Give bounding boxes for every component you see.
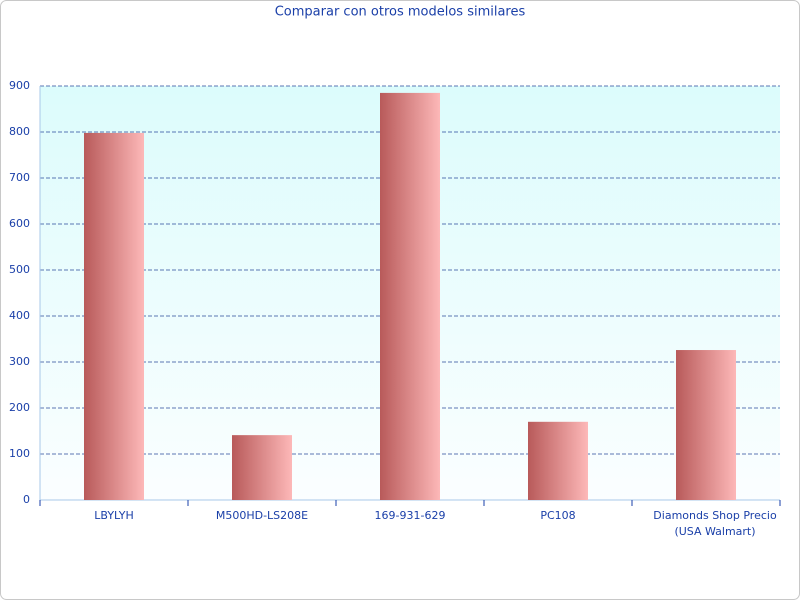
x-tick-label: M500HD-LS208E bbox=[215, 509, 309, 522]
y-tick-label: 400 bbox=[9, 309, 30, 322]
bar bbox=[676, 350, 736, 500]
chart-title: Comparar con otros modelos similares bbox=[275, 5, 526, 20]
y-tick-label: 500 bbox=[9, 263, 30, 276]
y-tick-label: 900 bbox=[9, 79, 30, 92]
x-tick-label: PC108 bbox=[540, 509, 576, 522]
bar bbox=[232, 435, 292, 500]
y-tick-label: 0 bbox=[23, 493, 30, 506]
bar bbox=[84, 132, 144, 501]
y-tick-label: 700 bbox=[9, 171, 30, 184]
y-tick-label: 800 bbox=[9, 125, 30, 138]
x-tick-label: 169-931-629 bbox=[374, 509, 446, 522]
y-tick-label: 200 bbox=[9, 401, 30, 414]
y-tick-label: 300 bbox=[9, 355, 30, 368]
y-tick-label: 600 bbox=[9, 217, 30, 230]
bar bbox=[528, 421, 588, 500]
bar bbox=[380, 92, 440, 501]
x-tick-label: LBYLYH bbox=[94, 509, 134, 522]
x-tick-label: Diamonds Shop Precio (USA Walmart) bbox=[653, 509, 777, 538]
y-tick-label: 100 bbox=[9, 447, 30, 460]
